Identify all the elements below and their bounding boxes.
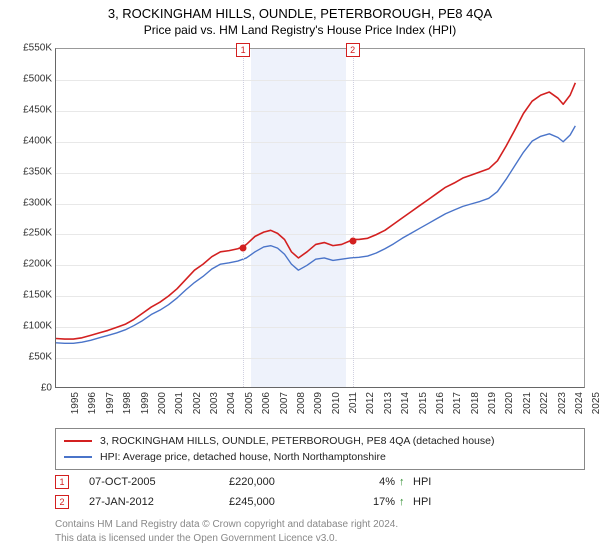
y-tick-label: £500K — [4, 73, 52, 84]
y-tick-label: £300K — [4, 197, 52, 208]
price-chart: 12 — [55, 48, 585, 388]
footer-line2: This data is licensed under the Open Gov… — [55, 532, 585, 546]
footer-line1: Contains HM Land Registry data © Crown c… — [55, 518, 585, 532]
y-tick-label: £250K — [4, 228, 52, 239]
x-tick-label: 2018 — [470, 392, 481, 422]
sales-row-1: 1 07-OCT-2005 £220,000 4% ↑ HPI — [55, 472, 585, 492]
sale-point — [240, 245, 247, 252]
x-tick-label: 2013 — [383, 392, 394, 422]
y-tick-label: £0 — [4, 383, 52, 394]
sale-marker-1: 1 — [55, 475, 69, 489]
sale-hpi-2: HPI — [413, 496, 453, 508]
arrow-up-icon: ↑ — [399, 476, 413, 488]
footer-attribution: Contains HM Land Registry data © Crown c… — [55, 518, 585, 545]
callout-line — [353, 49, 354, 387]
x-tick-label: 2015 — [418, 392, 429, 422]
x-tick-label: 2004 — [226, 392, 237, 422]
x-tick-label: 2024 — [574, 392, 585, 422]
x-tick-label: 1997 — [105, 392, 116, 422]
series-hpi — [56, 126, 575, 344]
series-subject — [56, 83, 575, 339]
sale-point — [349, 237, 356, 244]
y-tick-label: £550K — [4, 43, 52, 54]
sale-marker-2: 2 — [55, 495, 69, 509]
y-tick-label: £450K — [4, 104, 52, 115]
sales-row-2: 2 27-JAN-2012 £245,000 17% ↑ HPI — [55, 492, 585, 512]
legend-label-subject: 3, ROCKINGHAM HILLS, OUNDLE, PETERBOROUG… — [100, 435, 494, 447]
x-tick-label: 2025 — [591, 392, 600, 422]
callout-marker: 1 — [236, 43, 250, 57]
sale-date-2: 27-JAN-2012 — [89, 496, 229, 508]
callout-marker: 2 — [346, 43, 360, 57]
legend-row-subject: 3, ROCKINGHAM HILLS, OUNDLE, PETERBOROUG… — [64, 433, 576, 449]
x-tick-label: 2006 — [261, 392, 272, 422]
x-tick-label: 2021 — [522, 392, 533, 422]
x-tick-label: 2019 — [487, 392, 498, 422]
x-tick-label: 1996 — [87, 392, 98, 422]
legend-swatch-hpi — [64, 456, 92, 458]
legend-swatch-subject — [64, 440, 92, 442]
page-title-line1: 3, ROCKINGHAM HILLS, OUNDLE, PETERBOROUG… — [0, 6, 600, 21]
x-tick-label: 2003 — [209, 392, 220, 422]
sale-pct-1: 4% — [339, 476, 399, 488]
x-tick-label: 2008 — [296, 392, 307, 422]
x-tick-label: 2010 — [331, 392, 342, 422]
x-tick-label: 2023 — [557, 392, 568, 422]
x-tick-label: 2022 — [539, 392, 550, 422]
x-tick-label: 2005 — [244, 392, 255, 422]
x-tick-label: 2002 — [192, 392, 203, 422]
y-tick-label: £400K — [4, 135, 52, 146]
chart-legend: 3, ROCKINGHAM HILLS, OUNDLE, PETERBOROUG… — [55, 428, 585, 470]
legend-row-hpi: HPI: Average price, detached house, Nort… — [64, 449, 576, 465]
x-tick-label: 2012 — [365, 392, 376, 422]
legend-label-hpi: HPI: Average price, detached house, Nort… — [100, 451, 386, 463]
chart-svg — [56, 49, 584, 387]
x-tick-label: 2000 — [157, 392, 168, 422]
x-tick-label: 2009 — [313, 392, 324, 422]
y-tick-label: £50K — [4, 352, 52, 363]
sale-date-1: 07-OCT-2005 — [89, 476, 229, 488]
x-tick-label: 1995 — [70, 392, 81, 422]
x-tick-label: 2016 — [435, 392, 446, 422]
y-tick-label: £100K — [4, 321, 52, 332]
page-title-line2: Price paid vs. HM Land Registry's House … — [0, 23, 600, 37]
arrow-up-icon: ↑ — [399, 496, 413, 508]
sale-hpi-1: HPI — [413, 476, 453, 488]
sale-pct-2: 17% — [339, 496, 399, 508]
sale-price-2: £245,000 — [229, 496, 339, 508]
sales-table: 1 07-OCT-2005 £220,000 4% ↑ HPI 2 27-JAN… — [55, 472, 585, 512]
x-tick-label: 2017 — [452, 392, 463, 422]
y-tick-label: £350K — [4, 166, 52, 177]
x-tick-label: 2001 — [174, 392, 185, 422]
x-tick-label: 1999 — [140, 392, 151, 422]
x-tick-label: 1998 — [122, 392, 133, 422]
y-tick-label: £200K — [4, 259, 52, 270]
x-tick-label: 2020 — [504, 392, 515, 422]
x-tick-label: 2007 — [279, 392, 290, 422]
x-tick-label: 2011 — [348, 392, 359, 422]
y-tick-label: £150K — [4, 290, 52, 301]
callout-line — [243, 49, 244, 387]
sale-price-1: £220,000 — [229, 476, 339, 488]
x-tick-label: 2014 — [400, 392, 411, 422]
